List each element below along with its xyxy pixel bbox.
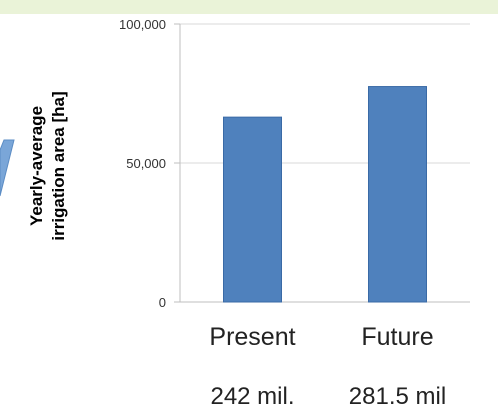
bars <box>223 86 427 303</box>
top-band <box>0 0 498 14</box>
sub-label-present: 242 mil. <box>210 383 294 410</box>
bar-future <box>368 86 427 303</box>
category-label-present: Present <box>209 323 295 351</box>
y-tick-label: 100,000 <box>119 17 166 32</box>
category-label-future: Future <box>361 323 433 351</box>
y-axis-label-line-2: irrigation area [ha] <box>49 91 68 240</box>
y-tick-label: 0 <box>159 295 166 310</box>
y-axis-label-line-1: Yearly-average <box>27 106 46 226</box>
y-tick-labels: 0 50,000 100,000 <box>119 17 166 310</box>
category-labels: Present Future <box>209 323 433 351</box>
sub-label-future: 281.5 mil <box>349 383 446 410</box>
y-tick-label: 50,000 <box>126 156 166 171</box>
arrow-shape <box>0 139 15 197</box>
sub-labels: 242 mil. 281.5 mil <box>210 383 446 410</box>
bar-present <box>223 116 282 303</box>
